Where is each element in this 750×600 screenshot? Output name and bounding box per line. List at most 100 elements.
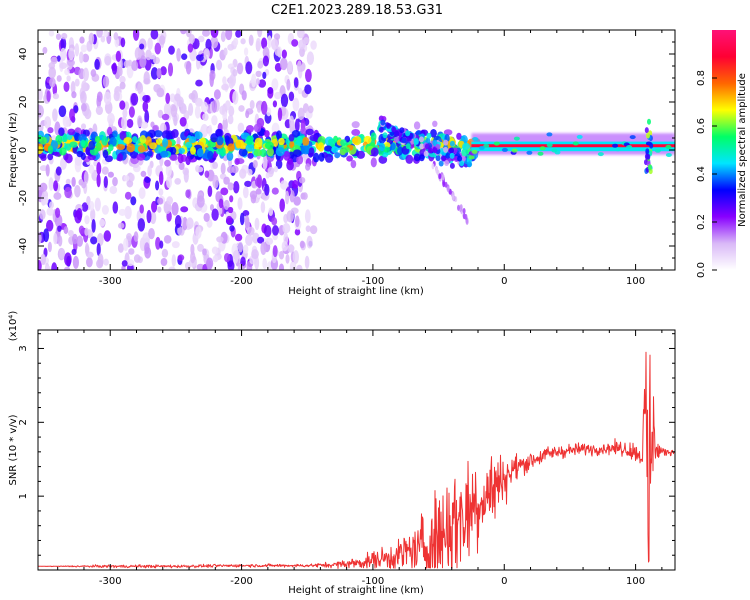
heatmap-cell — [174, 214, 182, 229]
heatmap-cell — [226, 151, 234, 162]
y-tick-label: 40 — [18, 48, 29, 61]
heatmap-cell — [126, 259, 135, 267]
heatmap-cell — [158, 171, 164, 186]
heatmap-cell — [413, 138, 419, 145]
heatmap-cell — [449, 147, 455, 154]
heatmap-cell — [91, 219, 96, 233]
heatmap-cell — [46, 90, 51, 102]
heatmap-cell — [255, 78, 260, 85]
heatmap-cell — [278, 263, 285, 270]
heatmap-cell — [296, 155, 304, 165]
heatmap-cell — [82, 67, 89, 82]
heatmap-cell — [262, 46, 270, 59]
heatmap-cell — [103, 230, 112, 242]
heatmap-cell — [78, 133, 87, 142]
heatmap-cell — [334, 152, 341, 159]
heatmap-cell — [57, 225, 62, 232]
heatmap-cell — [379, 142, 386, 152]
heatmap-cell — [296, 135, 303, 146]
heatmap-cell — [119, 100, 126, 110]
x-tick-label: -300 — [99, 276, 122, 287]
heatmap-cell — [94, 197, 101, 212]
heatmap-cell — [64, 153, 73, 164]
heatmap-cell — [86, 195, 91, 206]
heatmap-cell — [47, 127, 54, 134]
heatmap-cell — [210, 36, 219, 49]
heatmap-cell — [101, 205, 109, 215]
heatmap-cell — [56, 75, 62, 82]
heatmap-cell — [612, 143, 619, 148]
heatmap-cell — [300, 127, 307, 135]
heatmap-cell — [48, 30, 55, 37]
heatmap-cell — [233, 180, 240, 194]
heatmap-cell — [266, 147, 274, 157]
heatmap-cell — [248, 34, 254, 46]
heatmap-cell — [185, 141, 193, 149]
heatmap-cell — [96, 30, 103, 38]
heatmap-cell — [80, 91, 87, 105]
heatmap-cell — [227, 143, 235, 152]
heatmap-cell — [288, 134, 295, 142]
heatmap-cell — [242, 186, 249, 199]
heatmap-cell — [196, 147, 204, 158]
heatmap-cell — [90, 236, 98, 245]
heatmap-cell — [267, 87, 274, 95]
heatmap-cell — [310, 40, 317, 50]
heatmap-cell — [318, 152, 325, 162]
y-tick-label: 1 — [18, 493, 29, 499]
heatmap-cell — [177, 226, 183, 236]
heatmap-cell — [459, 204, 463, 211]
heatmap-cell — [629, 135, 636, 140]
heatmap-cell — [170, 104, 178, 118]
heatmap-cell — [113, 90, 120, 102]
heatmap-cell — [255, 70, 262, 78]
heatmap-cell — [160, 150, 169, 158]
heatmap-cell — [159, 240, 164, 249]
heatmap-cell — [52, 108, 58, 122]
heatmap-cell — [546, 132, 553, 137]
colorbar-tick-label: 0.2 — [696, 214, 707, 230]
heatmap-cell — [419, 143, 425, 150]
heatmap-cell — [190, 146, 196, 155]
heatmap-cell — [223, 199, 230, 211]
heatmap-cell — [304, 255, 310, 269]
heatmap-cell — [299, 240, 305, 249]
heatmap-cell — [51, 262, 58, 270]
heatmap-cell — [626, 145, 633, 149]
heatmap-cell — [242, 210, 250, 217]
heatmap-cell — [102, 149, 109, 159]
heatmap-cell — [262, 155, 268, 170]
heatmap-cell — [235, 30, 242, 38]
heatmap-cell — [64, 68, 70, 76]
heatmap-cell — [187, 43, 194, 53]
heatmap-cell — [227, 114, 234, 125]
heatmap-cell — [537, 151, 544, 156]
heatmap-cell — [236, 62, 244, 75]
heatmap-cell — [303, 37, 310, 45]
heatmap-cell — [215, 59, 223, 71]
heatmap-cell — [274, 62, 282, 72]
x-tick-label: 100 — [626, 276, 645, 287]
heatmap-cell — [136, 153, 146, 161]
snr-frame — [37, 329, 676, 571]
x-tick-label: -300 — [99, 576, 122, 587]
heatmap-cell — [40, 253, 46, 266]
heatmap-cell — [43, 195, 49, 205]
heatmap-cell — [397, 146, 403, 156]
heatmap-cell — [287, 157, 294, 165]
heatmap-cell — [185, 189, 191, 199]
heatmap-cell — [171, 254, 177, 267]
heatmap-cell — [237, 263, 244, 270]
heatmap-cell — [350, 159, 357, 169]
heatmap-cell — [235, 139, 242, 149]
heatmap-cell — [246, 226, 255, 236]
heatmap-cell — [232, 90, 239, 105]
heatmap-cell — [181, 53, 188, 60]
heatmap-cell — [461, 148, 469, 158]
heatmap-cell — [229, 195, 234, 203]
heatmap-cell — [150, 211, 157, 225]
heatmap-cell — [265, 237, 274, 245]
heatmap-cell — [297, 30, 305, 39]
heatmap-cell — [52, 93, 60, 100]
heatmap-cell — [287, 60, 293, 74]
